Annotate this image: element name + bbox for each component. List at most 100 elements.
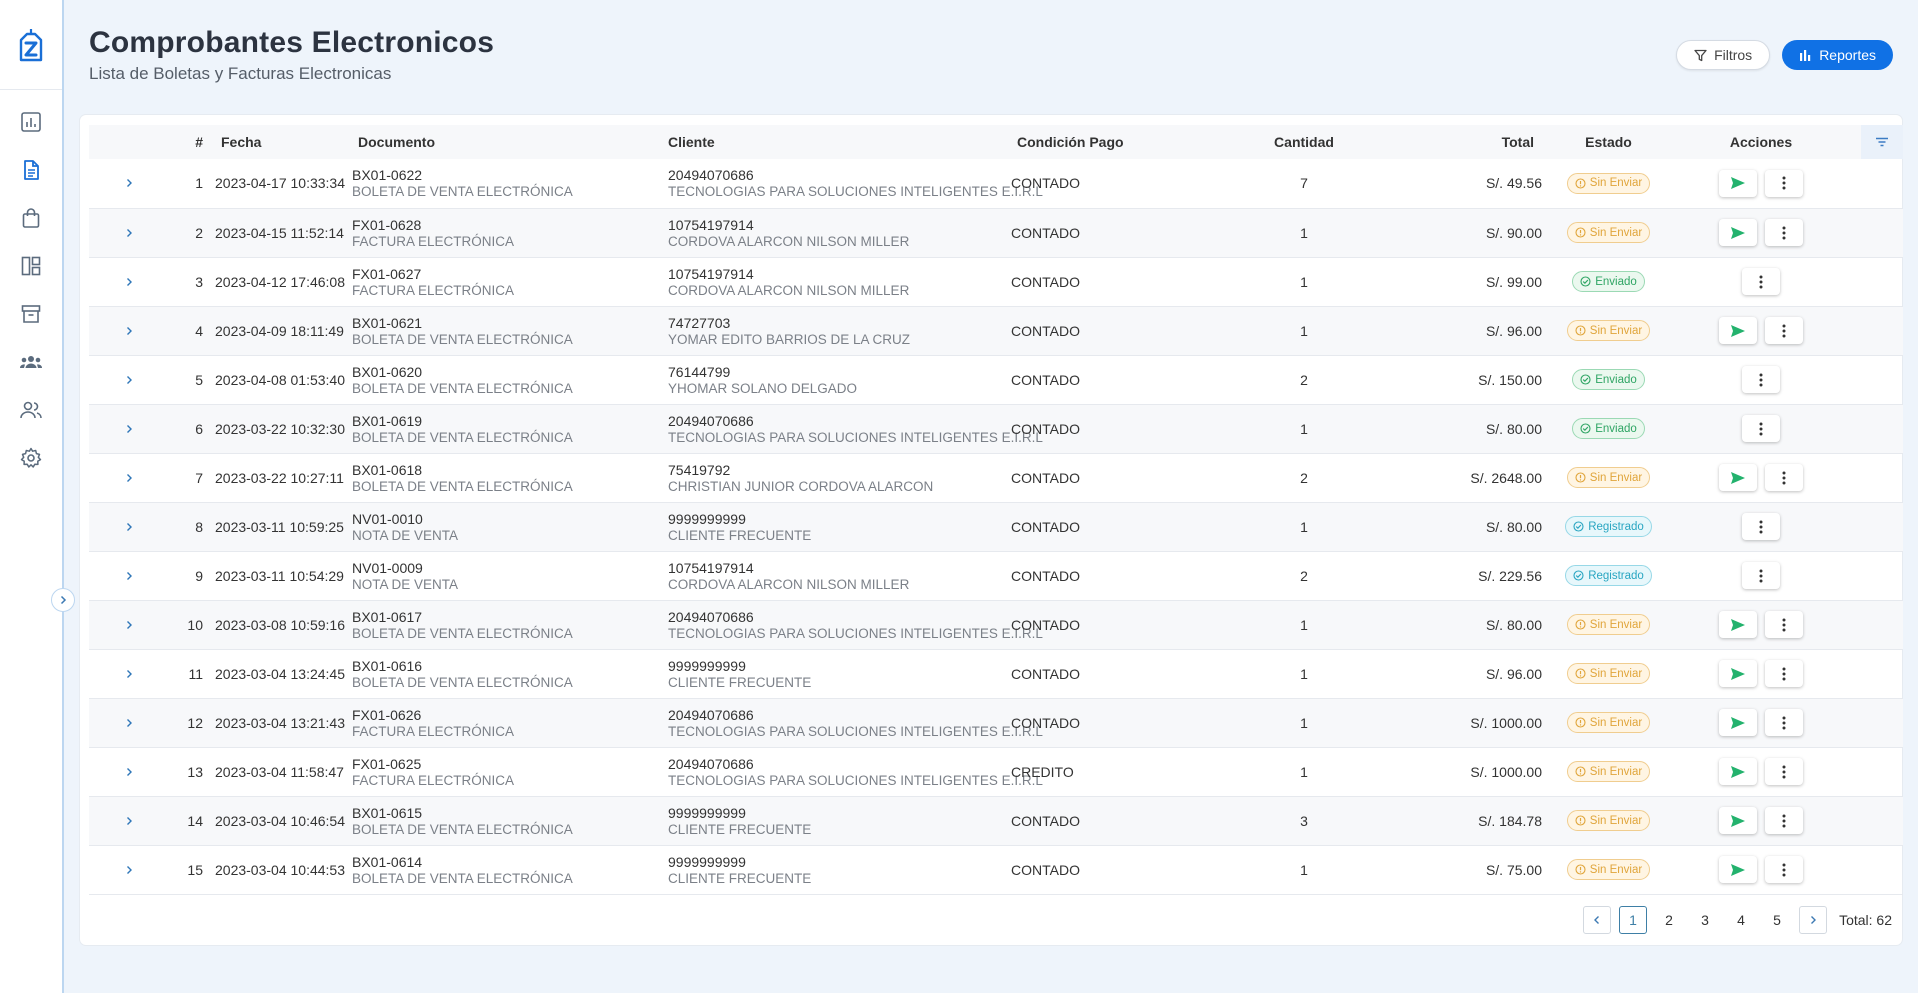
pagination-page-5[interactable]: 5 [1763,906,1791,934]
more-options-button[interactable] [1765,464,1803,491]
pagination-next-button[interactable] [1799,906,1827,934]
cell-documento: NV01-0009 NOTA DE VENTA [352,551,662,600]
send-button[interactable] [1719,464,1757,491]
more-options-button[interactable] [1765,219,1803,246]
more-options-button[interactable] [1765,856,1803,883]
row-expand-button[interactable] [89,551,169,600]
cell-estado: Sin Enviar [1556,159,1661,208]
pagination-page-3[interactable]: 3 [1691,906,1719,934]
app-logo[interactable] [0,0,62,90]
row-expand-button[interactable] [89,404,169,453]
cell-condicion-pago: CONTADO [1011,159,1215,208]
chevron-right-icon [124,767,134,777]
cell-total: S/. 229.56 [1393,551,1556,600]
cell-number: 10 [169,600,215,649]
row-expand-button[interactable] [89,747,169,796]
filter-button[interactable]: Filtros [1676,40,1770,70]
header-fecha[interactable]: Fecha [215,125,352,159]
send-icon [1730,176,1746,190]
cell-cliente: 20494070686 TECNOLOGIAS PARA SOLUCIONES I… [662,747,1011,796]
send-icon [1730,471,1746,485]
header-condicion-pago[interactable]: Condición Pago [1011,125,1215,159]
row-actions [1661,709,1861,736]
send-button[interactable] [1719,611,1757,638]
row-expand-button[interactable] [89,845,169,894]
more-options-button[interactable] [1765,170,1803,197]
pagination-prev-button[interactable] [1583,906,1611,934]
sidebar-item-layout[interactable] [0,242,62,290]
cell-fecha: 2023-03-04 13:21:43 [215,698,352,747]
row-expand-button[interactable] [89,502,169,551]
send-button[interactable] [1719,709,1757,736]
send-button[interactable] [1719,660,1757,687]
more-options-button[interactable] [1742,366,1780,393]
status-label: Sin Enviar [1590,177,1642,189]
more-options-button[interactable] [1765,317,1803,344]
pagination-page-1[interactable]: 1 [1619,906,1647,934]
sidebar-item-configuracion[interactable] [0,434,62,482]
row-expand-button[interactable] [89,453,169,502]
table-row: 12 2023-03-04 13:21:43 FX01-0626 FACTURA EL… [89,698,1903,747]
header-total[interactable]: Total [1393,125,1556,159]
pagination-page-4[interactable]: 4 [1727,906,1755,934]
header-cantidad[interactable]: Cantidad [1215,125,1393,159]
cell-total: S/. 80.00 [1393,600,1556,649]
send-icon [1730,814,1746,828]
cell-acciones [1661,698,1861,747]
header-cliente[interactable]: Cliente [662,125,1011,159]
more-options-button[interactable] [1765,660,1803,687]
cell-fecha: 2023-03-22 10:32:30 [215,404,352,453]
column-filter-button[interactable] [1861,125,1903,159]
more-options-button[interactable] [1742,415,1780,442]
client-id: 9999999999 [668,805,1011,821]
report-button[interactable]: Reportes [1782,40,1893,70]
sidebar-toggle-button[interactable] [51,588,75,612]
status-label: Sin Enviar [1590,325,1642,337]
cell-documento: BX01-0617 BOLETA DE VENTA ELECTRÓNICA [352,600,662,649]
sidebar-item-dashboard[interactable] [0,98,62,146]
more-options-button[interactable] [1742,513,1780,540]
status-label: Enviado [1595,423,1637,435]
cell-total: S/. 80.00 [1393,404,1556,453]
send-button[interactable] [1719,317,1757,344]
header-estado[interactable]: Estado [1556,125,1661,159]
cell-cliente: 9999999999 CLIENTE FRECUENTE [662,845,1011,894]
more-options-button[interactable] [1742,268,1780,295]
document-type: BOLETA DE VENTA ELECTRÓNICA [352,332,662,347]
sidebar-item-comprobantes[interactable] [0,146,62,194]
row-expand-button[interactable] [89,600,169,649]
page-subtitle: Lista de Boletas y Facturas Electronicas [89,64,494,84]
row-expand-button[interactable] [89,355,169,404]
document-type: BOLETA DE VENTA ELECTRÓNICA [352,479,662,494]
sidebar-item-archivo[interactable] [0,290,62,338]
row-expand-button[interactable] [89,698,169,747]
more-options-button[interactable] [1765,758,1803,785]
row-expand-button[interactable] [89,306,169,355]
sidebar-item-equipo[interactable] [0,338,62,386]
row-expand-button[interactable] [89,257,169,306]
row-expand-button[interactable] [89,649,169,698]
more-options-button[interactable] [1742,562,1780,589]
header-number[interactable]: # [169,125,215,159]
row-expand-button[interactable] [89,208,169,257]
more-options-button[interactable] [1765,611,1803,638]
more-options-button[interactable] [1765,709,1803,736]
send-button[interactable] [1719,758,1757,785]
send-button[interactable] [1719,856,1757,883]
row-expand-button[interactable] [89,796,169,845]
send-button[interactable] [1719,807,1757,834]
client-name: TECNOLOGIAS PARA SOLUCIONES INTELIGENTES… [668,724,1011,739]
send-button[interactable] [1719,170,1757,197]
header-documento[interactable]: Documento [352,125,662,159]
row-expand-button[interactable] [89,159,169,208]
pagination-page-2[interactable]: 2 [1655,906,1683,934]
sidebar-item-productos[interactable] [0,194,62,242]
more-options-button[interactable] [1765,807,1803,834]
header-expand [89,125,169,159]
cell-number: 12 [169,698,215,747]
status-badge: Sin Enviar [1567,663,1650,684]
status-label: Sin Enviar [1590,668,1642,680]
cell-condicion-pago: CONTADO [1011,600,1215,649]
sidebar-item-usuarios[interactable] [0,386,62,434]
send-button[interactable] [1719,219,1757,246]
